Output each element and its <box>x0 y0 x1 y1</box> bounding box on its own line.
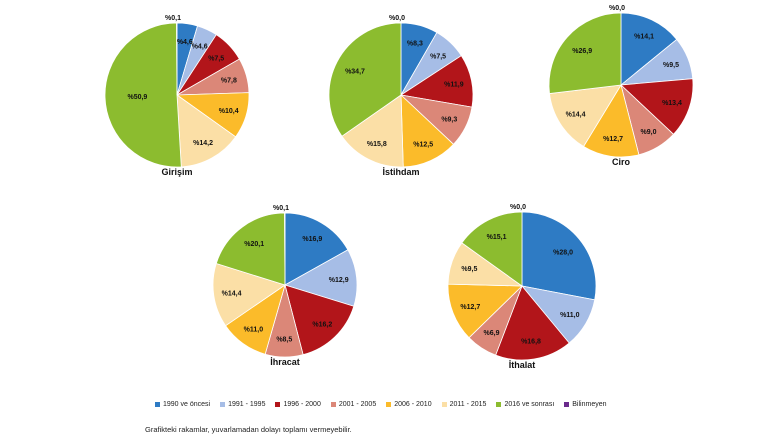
legend-swatch <box>441 401 447 407</box>
slice-label: %50,9 <box>127 94 147 101</box>
legend-label: Bilinmeyen <box>572 400 607 408</box>
pie-slice <box>461 211 523 287</box>
slice-label: %8,3 <box>407 40 423 47</box>
legend-item: 2016 ve sonrası <box>496 401 554 408</box>
slice-label: %14,4 <box>222 291 242 298</box>
slice-label: %7,8 <box>221 78 237 85</box>
legend-item: 1996 - 2000 <box>275 400 321 408</box>
slice-label: %14,4 <box>566 112 586 119</box>
pie-slice <box>176 94 237 168</box>
legend-swatch <box>275 401 281 407</box>
legend-label: 1996 - 2000 <box>283 400 321 408</box>
slice-label: %16,8 <box>521 338 541 345</box>
pie-slice <box>284 284 355 356</box>
legend-swatch <box>564 401 570 407</box>
legend-label: 1991 - 1995 <box>228 400 266 408</box>
slice-label: %13,4 <box>662 100 682 107</box>
pie-title: Girişim <box>161 167 192 177</box>
pie-slice <box>495 285 570 361</box>
slice-label: %4,6 <box>192 44 208 51</box>
legend-label: 2006 - 2010 <box>394 400 432 408</box>
pie-chart: %14,1 %9,5 %13,4 %9,0 %12,7 %14,4 %26,9 %0,0 Cir… <box>548 5 694 167</box>
slice-label: %14,1 <box>634 34 654 41</box>
pie-slice <box>212 263 286 327</box>
pie-slice <box>284 212 349 286</box>
slice-label: %8,5 <box>276 337 292 344</box>
legend-swatch <box>386 401 392 407</box>
slice-label: %34,7 <box>345 69 365 76</box>
pie-chart: %16,9 %12,9 %16,2 %8,5 %11,0 %14,4 %20,1 %0,1 İh… <box>212 205 358 367</box>
pie-chart: %8,3 %7,5 %11,9 %9,3 %12,5 %15,8 %34,7 %0,0 İsti… <box>328 15 474 177</box>
pie-slice <box>328 22 402 137</box>
slice-label: %0,1 <box>165 15 181 22</box>
legend-item: 2011 - 2015 <box>441 400 487 408</box>
slice-label: %11,9 <box>444 82 464 89</box>
pie-title: İthalat <box>509 360 536 370</box>
legend-label: 2011 - 2015 <box>449 400 487 408</box>
slice-label: %15,8 <box>367 141 387 148</box>
legend-item: 1990 ve öncesi <box>155 401 210 408</box>
legend-swatch <box>496 401 502 407</box>
legend-swatch <box>330 401 336 407</box>
slice-label: %11,0 <box>560 312 580 319</box>
pie-chart: %28,0 %11,0 %16,8 %6,9 %12,7 %9,5 %15,1 %0,0 İth… <box>447 204 597 370</box>
pie-title: İhracat <box>270 357 300 367</box>
pie-slice <box>341 94 404 168</box>
legend-item: 1991 - 1995 <box>220 401 265 408</box>
slice-label: %14,2 <box>193 140 213 147</box>
slice-label: %6,9 <box>484 330 500 337</box>
legend-label: 1990 ve öncesi <box>163 400 211 408</box>
slice-label: %12,9 <box>329 277 349 284</box>
footnote: Grafikteki rakamlar, yuvarlamadan dolayı… <box>145 425 352 434</box>
slice-label: %9,3 <box>441 117 457 124</box>
legend-item: 2001 - 2005 <box>330 400 377 408</box>
slice-label: %12,7 <box>460 304 480 311</box>
slice-label: %11,0 <box>244 326 264 333</box>
slice-label: %0,1 <box>273 205 289 212</box>
slice-label: %0,0 <box>510 204 526 211</box>
slice-label: %12,7 <box>603 136 623 143</box>
legend-label: 2001 - 2005 <box>338 400 377 408</box>
pie-slice <box>548 12 622 95</box>
legend: 1990 ve öncesi 1991 - 1995 1996 - 2000 2… <box>155 397 675 411</box>
slice-label: %28,0 <box>553 250 573 257</box>
slice-label: %12,5 <box>413 142 433 149</box>
slice-label: %0,0 <box>609 5 625 12</box>
slice-label: %15,1 <box>487 234 507 241</box>
slice-label: %16,9 <box>302 236 322 243</box>
slice-label: %0,0 <box>389 15 405 22</box>
pie-slice <box>620 12 678 86</box>
legend-item: Bilinmeyen <box>564 400 607 408</box>
pie-slice <box>620 78 694 135</box>
slice-label: %4,6 <box>177 39 193 46</box>
slice-label: %10,4 <box>219 108 239 115</box>
pie-slice <box>521 211 597 301</box>
pie-slice <box>583 83 640 158</box>
legend-label: 2016 ve sonrası <box>504 400 555 408</box>
pie-title: Ciro <box>612 157 631 167</box>
pie-slice <box>283 249 358 307</box>
pie-slice <box>549 84 622 148</box>
slice-label: %9,0 <box>641 129 657 136</box>
slice-label: %20,1 <box>244 241 264 248</box>
pie-slice <box>104 22 182 168</box>
legend-swatch <box>220 401 226 407</box>
slice-label: %9,5 <box>461 266 477 273</box>
slice-label: %9,5 <box>663 62 679 69</box>
slice-label: %7,5 <box>208 55 224 62</box>
slice-label: %26,9 <box>572 48 592 55</box>
pie-slice <box>447 283 523 339</box>
legend-swatch <box>155 401 160 407</box>
slice-label: %7,5 <box>430 53 446 60</box>
slice-label: %16,2 <box>312 322 332 329</box>
legend-item: 2006 - 2010 <box>386 400 432 408</box>
pie-chart: %4,6%4,6%7,5%7,8%10,4%14,2%50,9%0,1Giriş… <box>104 15 250 177</box>
pie-slice <box>215 212 286 286</box>
pie-title: İstihdam <box>382 167 419 177</box>
